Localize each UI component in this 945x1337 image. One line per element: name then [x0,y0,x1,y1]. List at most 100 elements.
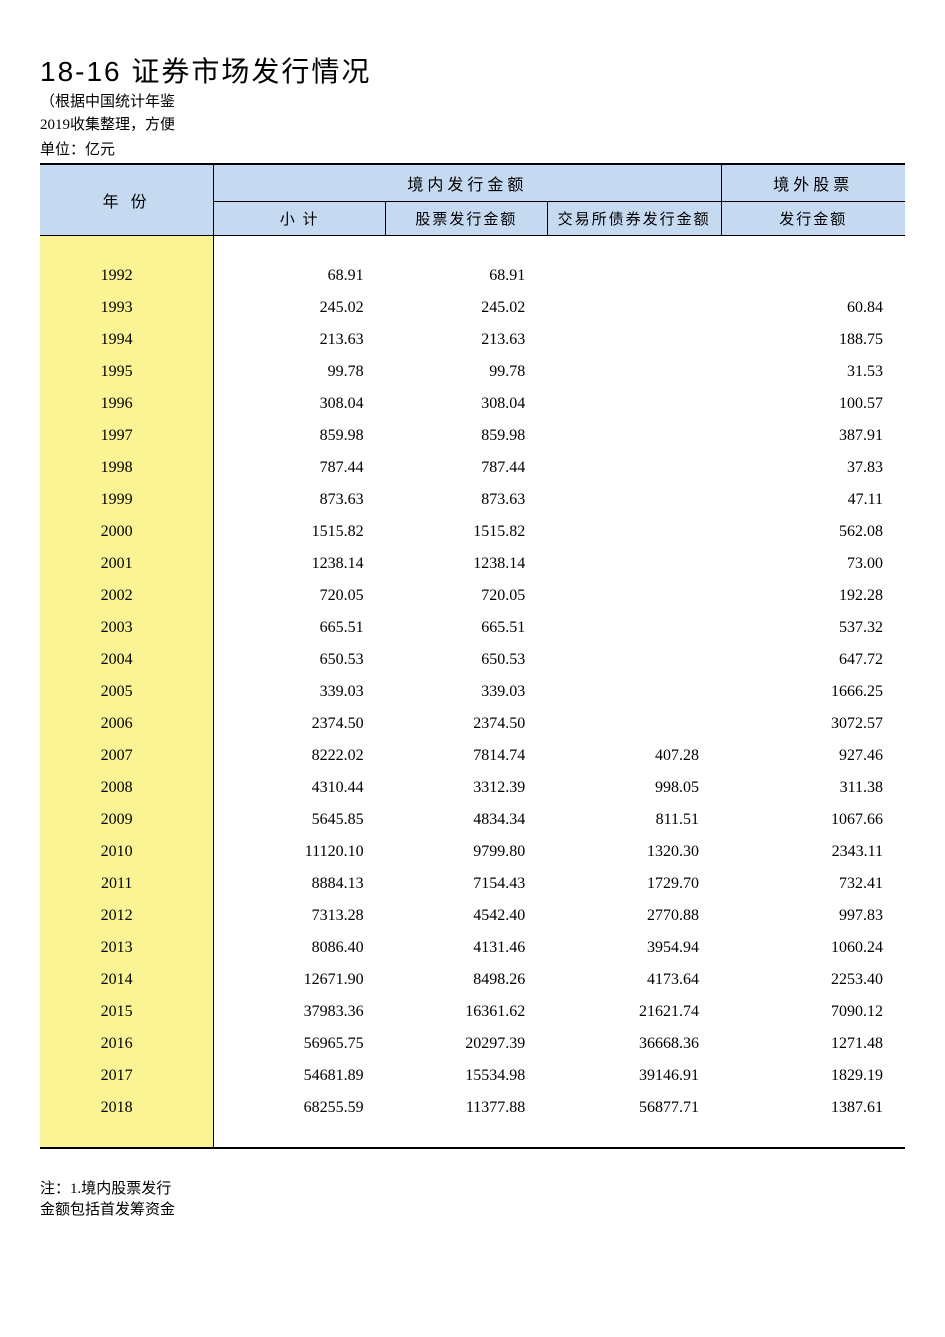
bond-cell: 2770.88 [547,900,721,932]
stock-cell: 7154.43 [386,868,548,900]
year-cell: 2012 [40,900,214,932]
overseas-cell: 31.53 [721,356,905,388]
bond-cell [547,580,721,612]
stock-cell: 15534.98 [386,1060,548,1092]
year-cell: 2014 [40,964,214,996]
year-cell: 1998 [40,452,214,484]
year-cell: 2015 [40,996,214,1028]
subtotal-cell: 7313.28 [214,900,386,932]
subtotal-cell: 720.05 [214,580,386,612]
stock-cell: 8498.26 [386,964,548,996]
bond-cell [547,452,721,484]
bond-cell [547,388,721,420]
overseas-cell: 537.32 [721,612,905,644]
bond-cell: 21621.74 [547,996,721,1028]
table-row: 20001515.821515.82562.08 [40,516,905,548]
table-row: 20138086.404131.463954.941060.24 [40,932,905,964]
stock-cell: 9799.80 [386,836,548,868]
bond-cell [547,548,721,580]
stock-cell: 20297.39 [386,1028,548,1060]
table-row: 1994213.63213.63188.75 [40,324,905,356]
col-header-year: 年 份 [40,164,214,236]
year-cell: 1999 [40,484,214,516]
table-row: 20084310.443312.39998.05311.38 [40,772,905,804]
overseas-cell: 311.38 [721,772,905,804]
footnote-line1: 注：1.境内股票发行 [40,1179,240,1200]
subtitle-line2: 2019收集整理，方便 [40,115,905,136]
subtotal-cell: 308.04 [214,388,386,420]
overseas-cell: 100.57 [721,388,905,420]
year-cell: 1992 [40,260,214,292]
overseas-cell: 1271.48 [721,1028,905,1060]
overseas-cell: 732.41 [721,868,905,900]
stock-cell: 665.51 [386,612,548,644]
col-header-bond: 交易所债券发行金额 [547,202,721,236]
table-row: 20095645.854834.34811.511067.66 [40,804,905,836]
year-cell: 1993 [40,292,214,324]
overseas-cell: 73.00 [721,548,905,580]
stock-cell: 3312.39 [386,772,548,804]
table-row: 20062374.502374.503072.57 [40,708,905,740]
stock-cell: 1238.14 [386,548,548,580]
bond-cell: 1320.30 [547,836,721,868]
table-row-spacer [40,236,905,260]
footnote-line2: 金额包括首发筹资金 [40,1200,240,1221]
stock-cell: 4542.40 [386,900,548,932]
overseas-cell: 1387.61 [721,1092,905,1124]
col-header-overseas-1: 境外股票 [721,164,905,202]
subtotal-cell: 68.91 [214,260,386,292]
subtotal-cell: 56965.75 [214,1028,386,1060]
overseas-cell [721,260,905,292]
stock-cell: 99.78 [386,356,548,388]
year-cell: 1997 [40,420,214,452]
subtotal-cell: 665.51 [214,612,386,644]
col-header-overseas-2: 发行金额 [721,202,905,236]
subtotal-cell: 873.63 [214,484,386,516]
bond-cell: 4173.64 [547,964,721,996]
table-row: 20118884.137154.431729.70732.41 [40,868,905,900]
subtotal-cell: 5645.85 [214,804,386,836]
table-row: 20011238.141238.1473.00 [40,548,905,580]
year-cell: 2010 [40,836,214,868]
stock-cell: 339.03 [386,676,548,708]
overseas-cell: 387.91 [721,420,905,452]
bond-cell [547,708,721,740]
year-cell: 2006 [40,708,214,740]
table-row: 2003665.51665.51537.32 [40,612,905,644]
subtotal-cell: 650.53 [214,644,386,676]
subtotal-cell: 8086.40 [214,932,386,964]
subtotal-cell: 339.03 [214,676,386,708]
stock-cell: 650.53 [386,644,548,676]
year-cell: 1994 [40,324,214,356]
stock-cell: 11377.88 [386,1092,548,1124]
table-row: 20127313.284542.402770.88997.83 [40,900,905,932]
stock-cell: 213.63 [386,324,548,356]
table-row: 1993245.02245.0260.84 [40,292,905,324]
table-row: 199599.7899.7831.53 [40,356,905,388]
subtotal-cell: 11120.10 [214,836,386,868]
table-row: 2004650.53650.53647.72 [40,644,905,676]
bond-cell: 1729.70 [547,868,721,900]
bond-cell [547,292,721,324]
table-row-spacer [40,1124,905,1148]
overseas-cell: 1067.66 [721,804,905,836]
overseas-cell: 997.83 [721,900,905,932]
year-cell: 2013 [40,932,214,964]
subtotal-cell: 37983.36 [214,996,386,1028]
year-cell: 2001 [40,548,214,580]
year-cell: 2008 [40,772,214,804]
stock-cell: 4834.34 [386,804,548,836]
stock-cell: 4131.46 [386,932,548,964]
overseas-cell: 1060.24 [721,932,905,964]
stock-cell: 720.05 [386,580,548,612]
bond-cell [547,516,721,548]
overseas-cell: 192.28 [721,580,905,612]
col-header-subtotal: 小 计 [214,202,386,236]
table-row: 201754681.8915534.9839146.911829.19 [40,1060,905,1092]
table-row: 201011120.109799.801320.302343.11 [40,836,905,868]
securities-table: 年 份 境内发行金额 境外股票 小 计 股票发行金额 交易所债券发行金额 发行金… [40,163,905,1149]
overseas-cell: 1666.25 [721,676,905,708]
overseas-cell: 562.08 [721,516,905,548]
table-row: 2005339.03339.031666.25 [40,676,905,708]
subtitle-line1: （根据中国统计年鉴 [40,92,905,113]
